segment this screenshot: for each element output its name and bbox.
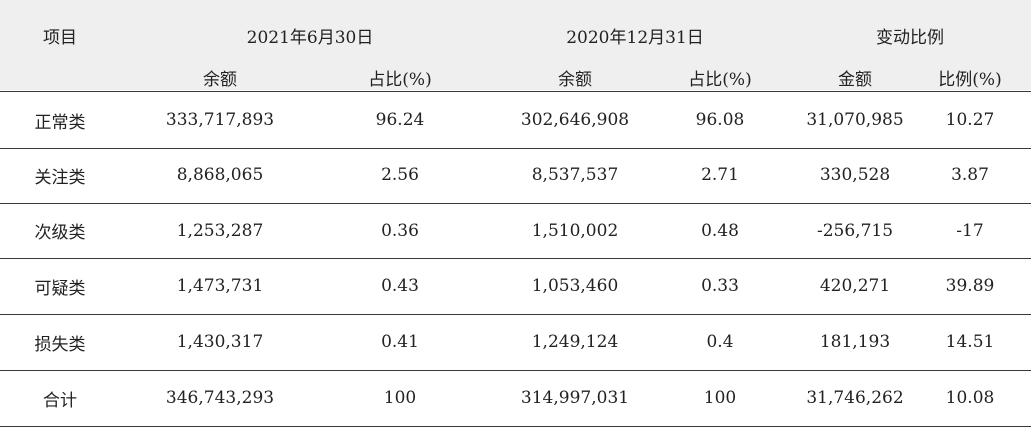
cell-bal2: 1,053,460 — [531, 276, 619, 296]
cell-pct1: 2.56 — [381, 165, 419, 185]
cell-name: 次级类 — [34, 223, 86, 243]
header-ratio2: 占比(%) — [688, 69, 752, 90]
cell-amt: 330,528 — [819, 165, 891, 185]
cell-chg: 3.87 — [951, 165, 989, 185]
cell-pct2: 0.33 — [701, 276, 739, 296]
table-header: 项目 2021年6月30日 2020年12月31日 变动比例 余额 占比(%) … — [0, 0, 1031, 90]
table-row: 可疑类 1,473,731 0.43 1,053,460 0.33 420,271 39.8… — [0, 258, 1031, 315]
table-row: 合计 346,743,293 100 314,997,031 100 31,746,262… — [0, 370, 1031, 427]
cell-pct2: 100 — [703, 388, 737, 408]
cell-bal1: 1,430,317 — [176, 332, 264, 352]
header-change: 变动比例 — [876, 27, 944, 48]
header-period2: 2020年12月31日 — [566, 27, 704, 48]
table-row: 关注类 8,868,065 2.56 8,537,537 2.71 330,528 3.87 — [0, 147, 1031, 204]
table-row: 损失类 1,430,317 0.41 1,249,124 0.4 181,193 14.51 — [0, 314, 1031, 371]
header-period1: 2021年6月30日 — [246, 27, 374, 48]
cell-name: 损失类 — [34, 334, 86, 355]
cell-chg: 10.27 — [945, 110, 995, 130]
cell-pct1: 96.24 — [375, 110, 425, 130]
cell-pct1: 0.43 — [381, 276, 419, 296]
header-balance2: 余额 — [558, 69, 592, 90]
header-change-ratio: 比例(%) — [938, 69, 1002, 90]
cell-pct1: 0.36 — [381, 220, 419, 241]
cell-bal1: 8,868,065 — [176, 165, 264, 185]
cell-name: 可疑类 — [34, 278, 86, 299]
cell-pct2: 2.71 — [701, 165, 739, 185]
header-item: 项目 — [43, 27, 77, 48]
cell-amt: -256,715 — [816, 220, 894, 241]
cell-bal1: 333,717,893 — [165, 110, 275, 130]
cell-chg: 39.89 — [945, 276, 995, 296]
cell-name: 关注类 — [34, 167, 86, 188]
cell-name: 合计 — [43, 390, 77, 411]
cell-chg: 14.51 — [945, 332, 995, 352]
cell-amt: 181,193 — [819, 332, 891, 352]
header-amount: 金额 — [838, 69, 872, 90]
header-balance1: 余额 — [203, 69, 237, 90]
cell-bal2: 8,537,537 — [531, 165, 619, 185]
cell-bal1: 346,743,293 — [165, 388, 275, 408]
cell-amt: 31,070,985 — [806, 110, 904, 130]
table-row: 次级类 1,253,287 0.36 1,510,002 0.48 -256,715 -17 — [0, 203, 1031, 259]
cell-chg: -17 — [956, 220, 984, 241]
cell-chg: 10.08 — [945, 388, 995, 408]
cell-bal2: 1,510,002 — [531, 220, 619, 241]
cell-bal1: 1,253,287 — [176, 220, 264, 241]
table-row: 正常类 333,717,893 96.24 302,646,908 96.08 31,07… — [0, 91, 1031, 149]
cell-pct1: 0.41 — [381, 332, 419, 352]
cell-amt: 420,271 — [819, 276, 891, 296]
cell-pct2: 0.48 — [701, 220, 739, 241]
cell-bal2: 302,646,908 — [520, 110, 630, 130]
cell-pct2: 0.4 — [706, 332, 734, 352]
cell-amt: 31,746,262 — [806, 388, 904, 408]
cell-bal1: 1,473,731 — [176, 276, 264, 296]
cell-bal2: 1,249,124 — [531, 332, 619, 352]
header-ratio1: 占比(%) — [368, 69, 432, 90]
cell-name: 正常类 — [34, 112, 86, 133]
cell-pct1: 100 — [383, 388, 417, 408]
cell-pct2: 96.08 — [695, 110, 745, 130]
cell-bal2: 314,997,031 — [520, 388, 630, 408]
